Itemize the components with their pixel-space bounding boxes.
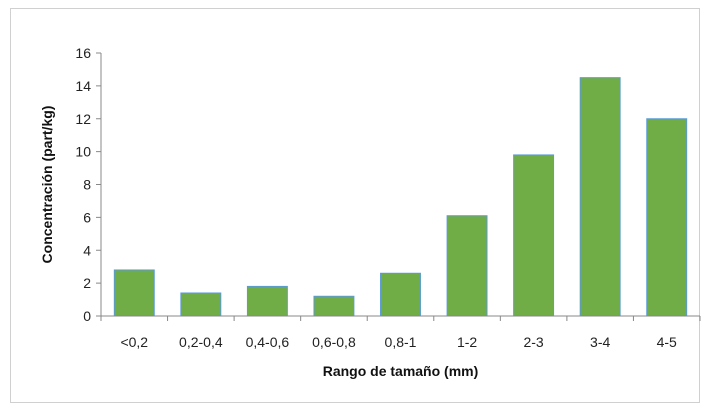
bar-0 [113,269,155,317]
x-tick-label: 2-3 [523,334,543,350]
x-axis-title: Rango de tamaño (mm) [323,363,479,379]
x-tick-label: 3-4 [590,334,610,350]
bar-4 [380,272,421,317]
x-axis-ticks: <0,2 0,2-0,4 0,4-0,6 0,6-0,8 0,8-1 1-2 2-3 3-4 4… [100,316,701,350]
x-tick-label: 0,2-0,4 [179,334,223,350]
y-tick-label: 16 [75,45,91,61]
x-tick-label: 4-5 [657,334,677,350]
bar-2 [246,285,288,317]
x-tick-label: 0,6-0,8 [312,334,356,350]
x-tick-label: 0,4-0,6 [246,334,290,350]
y-axis-title: Concentración (part/kg) [39,106,55,264]
bar-3 [313,295,355,317]
y-tick-label: 8 [83,177,91,193]
y-tick-label: 2 [83,275,91,291]
y-tick-label: 14 [75,78,91,94]
bar-7 [579,77,621,317]
y-axis-ticks: 0 2 4 6 8 10 12 14 16 [75,45,101,324]
bar-1 [180,292,222,317]
y-tick-label: 12 [75,111,91,127]
bar-6 [513,154,555,317]
y-tick-label: 10 [75,144,91,160]
x-tick-label: 0,8-1 [385,334,417,350]
bars [113,77,688,317]
x-tick-label: <0,2 [120,334,148,350]
bar-8 [646,118,688,317]
bar-5 [446,215,488,317]
y-tick-label: 4 [83,242,91,258]
y-tick-label: 0 [83,308,91,324]
y-tick-label: 6 [83,209,91,225]
x-tick-label: 1-2 [457,334,477,350]
